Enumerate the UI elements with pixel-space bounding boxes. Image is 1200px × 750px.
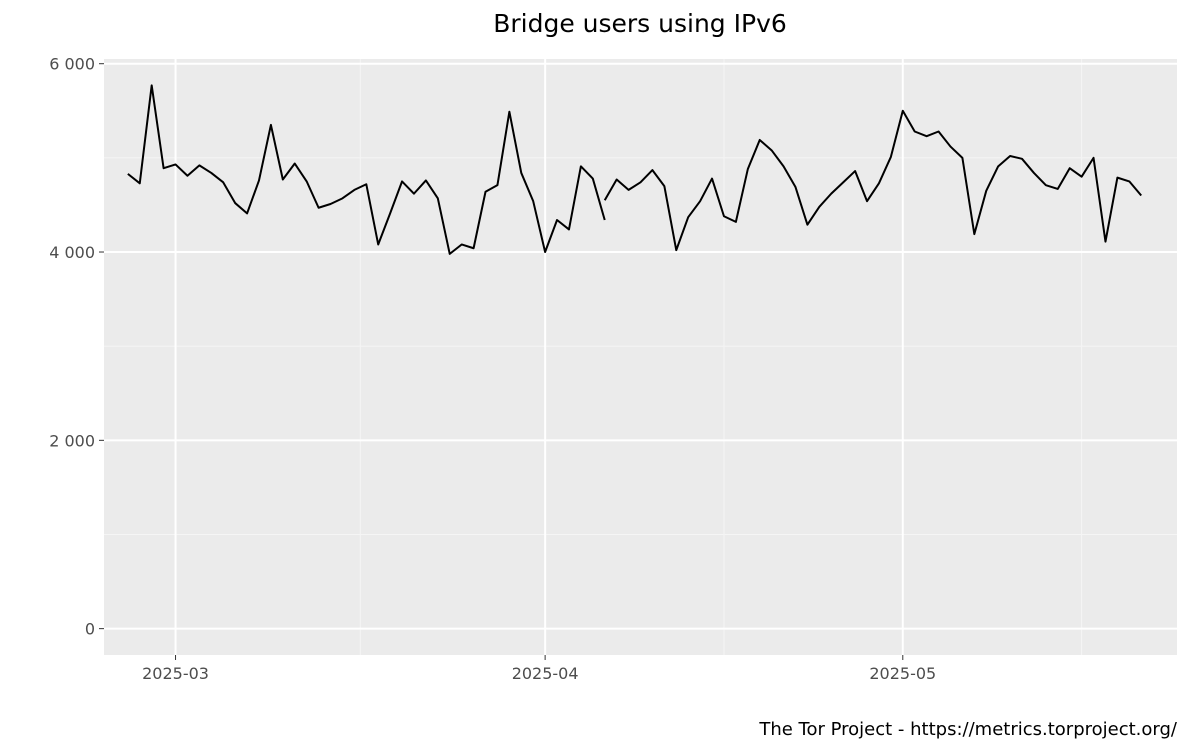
- y-tick-label: 2 000: [49, 431, 95, 450]
- x-tick-label: 2025-03: [142, 664, 209, 683]
- x-tick-label: 2025-04: [512, 664, 579, 683]
- chart-title: Bridge users using IPv6: [493, 9, 787, 38]
- major-gridlines: [104, 59, 1177, 655]
- minor-gridlines: [104, 59, 1177, 655]
- x-axis: 2025-03 2025-04 2025-05: [142, 655, 936, 683]
- series-line: [127, 84, 1142, 255]
- series-line-segment: [603, 109, 1142, 252]
- y-tick-label: 4 000: [49, 243, 95, 262]
- chart-caption: The Tor Project - https://metrics.torpro…: [758, 719, 1178, 740]
- x-tick-label: 2025-05: [869, 664, 936, 683]
- y-tick-label: 6 000: [49, 55, 95, 74]
- series-line-segment: [127, 84, 606, 255]
- y-axis: 0 2 000 4 000 6 000: [49, 55, 104, 639]
- y-tick-label: 0: [85, 620, 95, 639]
